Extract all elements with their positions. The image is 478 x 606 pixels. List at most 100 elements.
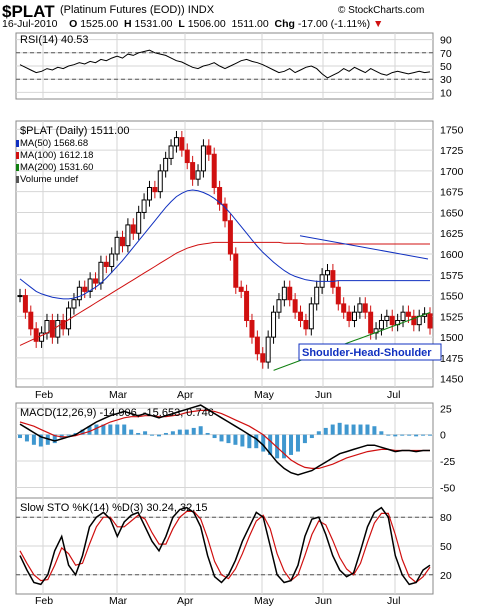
macd-histogram-bar <box>323 427 328 435</box>
candle-body <box>427 313 433 329</box>
rsi-tick-label: 10 <box>440 87 452 99</box>
quote-date: 16-Jul-2010 <box>2 18 58 30</box>
candle-body <box>173 137 179 147</box>
candle-body <box>233 253 239 288</box>
macd-histogram-bar <box>295 434 300 452</box>
macd-histogram-bar <box>372 426 377 435</box>
legend-ma200: MA(200) 1531.60 <box>20 162 93 173</box>
candle-body <box>125 224 131 247</box>
low-value: 1506.00 <box>187 18 226 30</box>
exchange-label: INDX <box>187 4 215 16</box>
open-label: O <box>69 18 78 30</box>
candle-body <box>314 286 320 305</box>
macd-tick-label: 25 <box>440 403 452 415</box>
high-value: 1531.00 <box>134 18 173 30</box>
candle-body <box>271 311 277 338</box>
sto-month-label: Mar <box>109 595 128 606</box>
macd-histogram-bar <box>400 434 405 436</box>
quote-line: 16-Jul-2010 O 1525.00 H 1531.00 L 1506.0… <box>2 18 383 30</box>
legend-swatch <box>16 176 19 183</box>
macd-histogram-bar <box>156 434 161 437</box>
candle-body <box>211 153 217 188</box>
sto-title: Slow STO %K(14) %D(3) 30.24, 32.15 <box>20 502 208 514</box>
macd-histogram-bar <box>282 434 287 459</box>
macd-histogram-bar <box>163 432 168 435</box>
candle-body <box>416 315 422 326</box>
price-month-label: Feb <box>35 389 53 401</box>
macd-histogram-bar <box>386 434 391 436</box>
candle-body <box>55 320 61 338</box>
candle-body <box>22 295 28 313</box>
macd-histogram-bar <box>254 434 259 449</box>
candle-body <box>330 270 336 288</box>
candle-body <box>303 320 309 330</box>
macd-histogram-bar <box>101 424 106 435</box>
macd-histogram-bar <box>379 431 384 435</box>
candle-body <box>244 290 250 321</box>
candle-body <box>87 278 93 292</box>
instrument-name: (Platinum Futures (EOD)) INDX <box>60 4 214 16</box>
candle-body <box>120 236 125 247</box>
candle-body <box>93 278 99 284</box>
legend-ma50: MA(50) 1568.68 <box>20 138 88 149</box>
price-tick-label: 1700 <box>440 166 464 178</box>
candle-body <box>308 303 314 330</box>
candle-body <box>389 315 395 326</box>
macd-histogram-bar <box>302 434 307 444</box>
price-tick-label: 1575 <box>440 270 464 282</box>
macd-histogram-bar <box>122 424 127 435</box>
candle-body <box>227 220 233 255</box>
instrument-name-text: (Platinum Futures (EOD)) <box>60 4 185 16</box>
open-value: 1525.00 <box>80 18 119 30</box>
candle-body <box>346 311 352 321</box>
candle-body <box>200 145 206 172</box>
macd-histogram-bar <box>18 434 22 439</box>
price-tick-label: 1525 <box>440 311 464 323</box>
price-tick-label: 1450 <box>440 374 464 386</box>
candle-body <box>141 199 147 213</box>
candle-body <box>325 270 330 276</box>
price-month-label: Jul <box>387 389 400 401</box>
candle-body <box>351 311 357 321</box>
down-arrow-icon: ▼ <box>373 18 384 30</box>
macd-histogram-bar <box>24 434 29 442</box>
rsi-tick-label: 30 <box>440 74 452 86</box>
candle-body <box>281 286 287 301</box>
rsi-title: RSI(14) 40.53 <box>20 34 88 46</box>
macd-histogram-bar <box>150 434 155 436</box>
sto-month-label: Jun <box>315 595 332 606</box>
macd-histogram-bar <box>289 434 294 455</box>
macd-histogram-bar <box>94 424 99 435</box>
macd-histogram-bar <box>247 434 252 449</box>
candle-body <box>157 170 163 193</box>
rsi-tick-label: 50 <box>440 61 452 73</box>
legend-swatch <box>16 164 19 171</box>
sto-k-line <box>19 506 431 586</box>
candle-body <box>368 311 374 334</box>
macd-histogram-bar <box>330 424 335 435</box>
macd-histogram-bar <box>205 432 210 435</box>
macd-histogram-bar <box>344 424 349 435</box>
price-tick-label: 1650 <box>440 207 464 219</box>
macd-histogram-bar <box>365 424 370 435</box>
candle-body <box>292 299 298 313</box>
macd-histogram-bar <box>66 434 71 436</box>
candle-body <box>357 303 363 313</box>
macd-histogram-bar <box>45 434 50 445</box>
sto-tick-label: 50 <box>440 541 452 553</box>
price-tick-label: 1500 <box>440 332 464 344</box>
macd-histogram-bar <box>261 434 266 452</box>
candle-body <box>103 261 109 267</box>
candle-body <box>179 137 185 151</box>
macd-histogram-bar <box>226 434 231 444</box>
ma50-line <box>19 189 430 300</box>
candle-body <box>130 224 136 234</box>
macd-histogram-bar <box>407 434 412 436</box>
price-tick-label: 1475 <box>440 353 464 365</box>
candle-body <box>168 145 174 159</box>
price-tick-label: 1550 <box>440 291 464 303</box>
macd-histogram-bar <box>38 434 43 447</box>
legend-swatch <box>16 152 19 159</box>
candle-body <box>195 170 201 180</box>
candle-body <box>287 286 293 301</box>
